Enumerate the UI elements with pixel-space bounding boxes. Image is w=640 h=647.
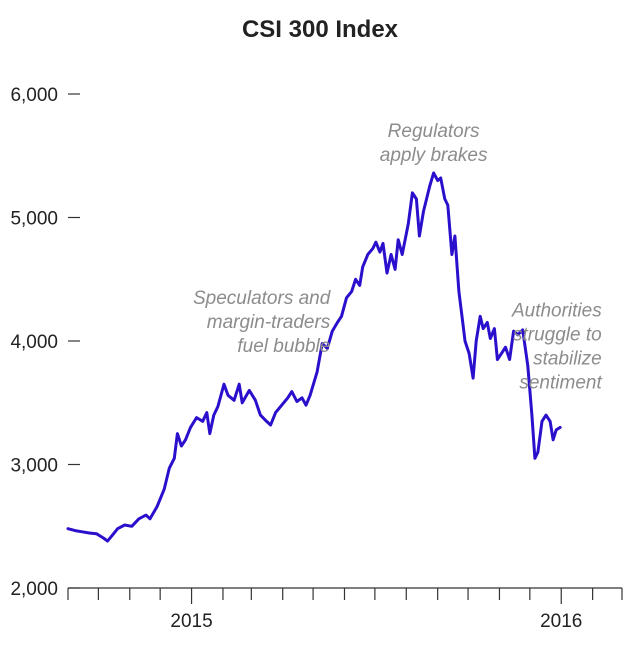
annotation-line: Authorities bbox=[511, 300, 602, 321]
chart-title: CSI 300 Index bbox=[242, 16, 399, 43]
annotation-2: Regulators apply brakes bbox=[380, 121, 488, 166]
annotation-line: struggle to bbox=[513, 324, 602, 345]
annotations: Speculators and margin-traders fuel bubble… bbox=[193, 121, 602, 393]
annotation-line: fuel bubble bbox=[237, 336, 330, 357]
y-axis: 2,000 3,000 4,000 5,000 6,000 bbox=[10, 85, 80, 600]
y-tick-label: 3,000 bbox=[10, 456, 58, 477]
annotation-1: Speculators and margin-traders fuel bubble bbox=[193, 288, 332, 357]
y-tick-label: 6,000 bbox=[10, 85, 58, 106]
annotation-line: stabilize bbox=[533, 348, 602, 369]
y-tick-label: 4,000 bbox=[10, 332, 58, 353]
y-tick-label: 5,000 bbox=[10, 209, 58, 230]
annotation-line: apply brakes bbox=[380, 145, 488, 166]
annotation-line: Speculators and bbox=[193, 288, 332, 309]
annotation-line: sentiment bbox=[519, 372, 602, 393]
annotation-3: Authorities struggle to stabilize sentiment bbox=[511, 300, 603, 393]
x-axis: 2015 2016 bbox=[67, 587, 623, 632]
y-tick-label: 2,000 bbox=[10, 579, 58, 600]
x-tick-label: 2015 bbox=[170, 611, 212, 632]
series-line bbox=[66, 171, 562, 543]
annotation-line: margin-traders bbox=[207, 312, 331, 333]
x-tick-label: 2016 bbox=[540, 611, 582, 632]
annotation-line: Regulators bbox=[388, 121, 480, 142]
